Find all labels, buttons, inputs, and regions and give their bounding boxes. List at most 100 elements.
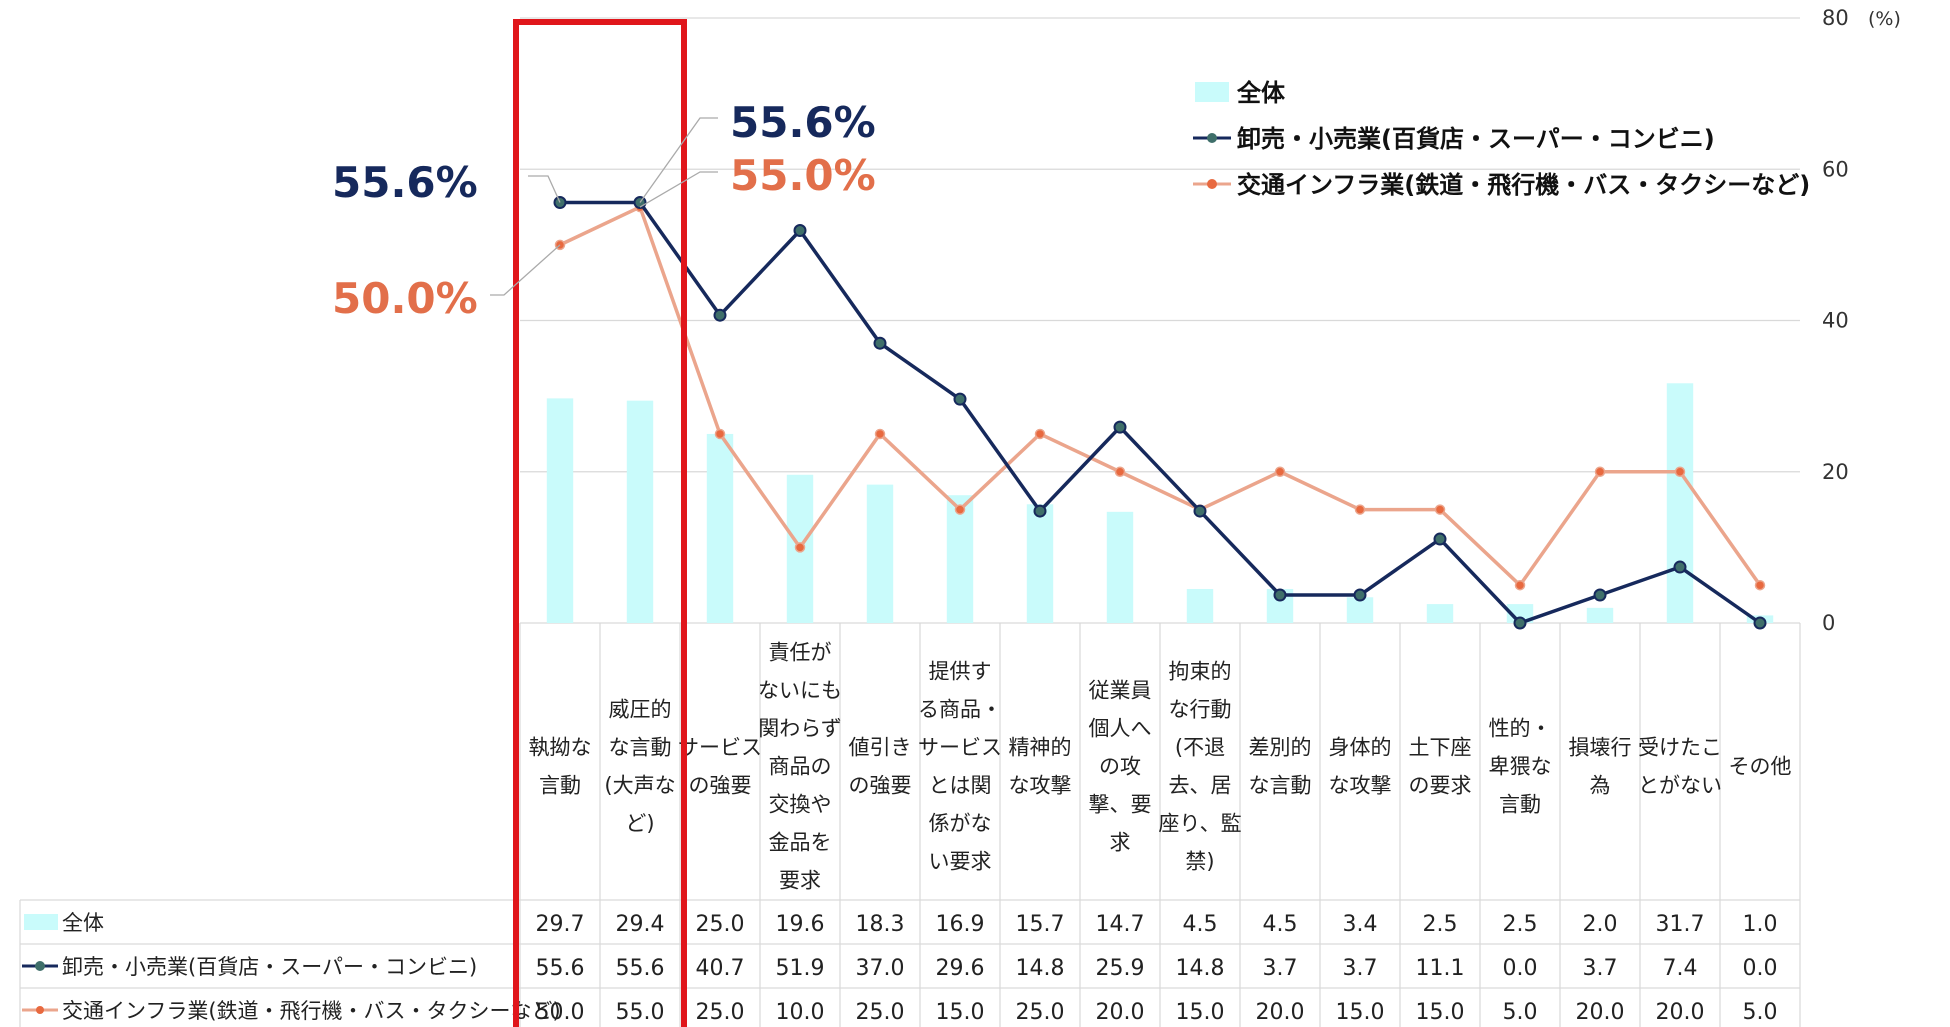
table-cell-value: 3.7 <box>1343 956 1378 981</box>
table-cell-value: 15.0 <box>1416 1000 1465 1025</box>
table-cell-value: 2.0 <box>1583 912 1618 937</box>
point-kotsu <box>1674 466 1686 477</box>
category-label: 性的・卑猥な言動 <box>1489 717 1552 817</box>
bar-zentai <box>1666 383 1694 623</box>
table-cell-value: 37.0 <box>856 956 905 981</box>
table-cell-value: 14.8 <box>1176 956 1225 981</box>
callout-leader <box>639 171 718 208</box>
bar-zentai <box>946 495 974 623</box>
category-label: 精神的な攻撃 <box>1009 736 1072 798</box>
category-label: 拘束的な行動(不退去、居座り、監禁) <box>1158 660 1241 874</box>
table-cell-value: 25.0 <box>696 1000 745 1025</box>
point-kotsu <box>1034 428 1046 440</box>
table-cell-value: 15.0 <box>1336 1000 1385 1025</box>
table-legend-key-marker <box>35 961 45 971</box>
callout-label: 50.0% <box>332 274 478 323</box>
category-label: 土下座の要求 <box>1409 736 1472 798</box>
category-label: その他 <box>1729 755 1792 779</box>
table-cell-value: 4.5 <box>1263 912 1298 937</box>
category-label: 身体的な攻撃 <box>1329 736 1392 798</box>
table-cell-value: 29.4 <box>616 912 665 937</box>
table-cell-value: 51.9 <box>776 956 825 981</box>
table-cell-value: 16.9 <box>936 912 985 937</box>
table-cell-value: 25.0 <box>1016 1000 1065 1025</box>
callout-label: 55.6% <box>730 98 876 147</box>
table-cell-value: 31.7 <box>1656 912 1705 937</box>
point-kotsu <box>1514 579 1526 591</box>
point-kotsu <box>794 542 806 553</box>
table-legend-key <box>24 914 58 930</box>
y-tick-label: 40 <box>1822 309 1849 333</box>
line-oroshiuri <box>560 200 1762 625</box>
table-cell-value: 55.6 <box>616 956 665 981</box>
point-kotsu <box>1434 504 1446 515</box>
point-kotsu <box>1354 504 1366 515</box>
table-row-name: 交通インフラ業(鉄道・飛行機・バス・タクシーなど) <box>62 999 561 1023</box>
table-cell-value: 2.5 <box>1503 912 1538 937</box>
point-kotsu <box>1114 466 1126 477</box>
bar-zentai <box>1026 504 1054 623</box>
table-cell-value: 5.0 <box>1503 1000 1538 1025</box>
point-kotsu <box>1274 466 1286 477</box>
bar-zentai <box>626 400 654 623</box>
point-oroshiuri <box>873 336 887 350</box>
table-cell-value: 19.6 <box>776 912 825 937</box>
y-unit-label: (%) <box>1868 8 1901 30</box>
legend-label: 卸売・小売業(百貨店・スーパー・コンビニ) <box>1237 125 1715 153</box>
bar-zentai <box>706 433 734 623</box>
point-oroshiuri <box>1193 504 1207 518</box>
callout-label: 55.0% <box>730 151 876 200</box>
callout-label: 55.6% <box>332 158 478 207</box>
category-label: 受けたことがない <box>1638 736 1722 798</box>
point-oroshiuri <box>1273 588 1287 602</box>
category-label: 従業員個人への攻撃、要求 <box>1089 679 1152 855</box>
point-oroshiuri <box>1593 588 1607 602</box>
category-label: 差別的な言動 <box>1249 736 1312 798</box>
y-tick-label: 60 <box>1822 157 1849 181</box>
table-cell-value: 25.9 <box>1096 956 1145 981</box>
legend-label: 交通インフラ業(鉄道・飛行機・バス・タクシーなど) <box>1237 171 1810 199</box>
point-oroshiuri <box>1753 616 1767 630</box>
category-label: 提供する商品・サービスとは関係がない要求 <box>918 660 1002 874</box>
point-oroshiuri <box>1353 588 1367 602</box>
table-cell-value: 3.4 <box>1343 912 1378 937</box>
highlight-box <box>513 19 687 1027</box>
category-label: サービスの強要 <box>678 736 762 798</box>
point-oroshiuri <box>1033 504 1047 518</box>
table-cell-value: 14.8 <box>1016 956 1065 981</box>
callout-leader <box>639 117 718 203</box>
y-tick-label: 20 <box>1822 460 1849 484</box>
table-cell-value: 50.0 <box>536 1000 585 1025</box>
point-oroshiuri <box>953 392 967 406</box>
point-oroshiuri <box>1433 532 1447 546</box>
point-kotsu <box>874 428 886 440</box>
callout-leader <box>490 244 561 296</box>
category-label: 執拗な言動 <box>529 736 592 798</box>
table-cell-value: 0.0 <box>1743 956 1778 981</box>
callout-leader <box>528 175 561 203</box>
table-cell-value: 14.7 <box>1096 912 1145 937</box>
category-label: 威圧的な言動(大声など) <box>604 698 675 836</box>
table-cell-value: 55.0 <box>616 1000 665 1025</box>
table-cell-value: 1.0 <box>1743 912 1778 937</box>
bar-zentai <box>546 398 574 623</box>
bar-zentai <box>1346 597 1374 623</box>
legend-key-marker <box>1207 133 1217 143</box>
table-cell-value: 29.7 <box>536 912 585 937</box>
point-kotsu <box>714 428 726 440</box>
point-oroshiuri <box>1113 420 1127 434</box>
table-cell-value: 20.0 <box>1256 1000 1305 1025</box>
bar-zentai <box>1186 588 1214 623</box>
table-cell-value: 25.0 <box>696 912 745 937</box>
category-label: 損壊行為 <box>1569 736 1632 798</box>
legend-key-bar <box>1195 82 1229 102</box>
category-label: 値引きの強要 <box>849 736 912 798</box>
table-cell-value: 11.1 <box>1416 956 1465 981</box>
table-row-name: 卸売・小売業(百貨店・スーパー・コンビニ) <box>62 955 477 979</box>
legend-label: 全体 <box>1236 79 1286 107</box>
point-oroshiuri <box>713 308 727 322</box>
table-cell-value: 18.3 <box>856 912 905 937</box>
bar-zentai <box>866 484 894 623</box>
point-kotsu <box>1594 466 1606 477</box>
